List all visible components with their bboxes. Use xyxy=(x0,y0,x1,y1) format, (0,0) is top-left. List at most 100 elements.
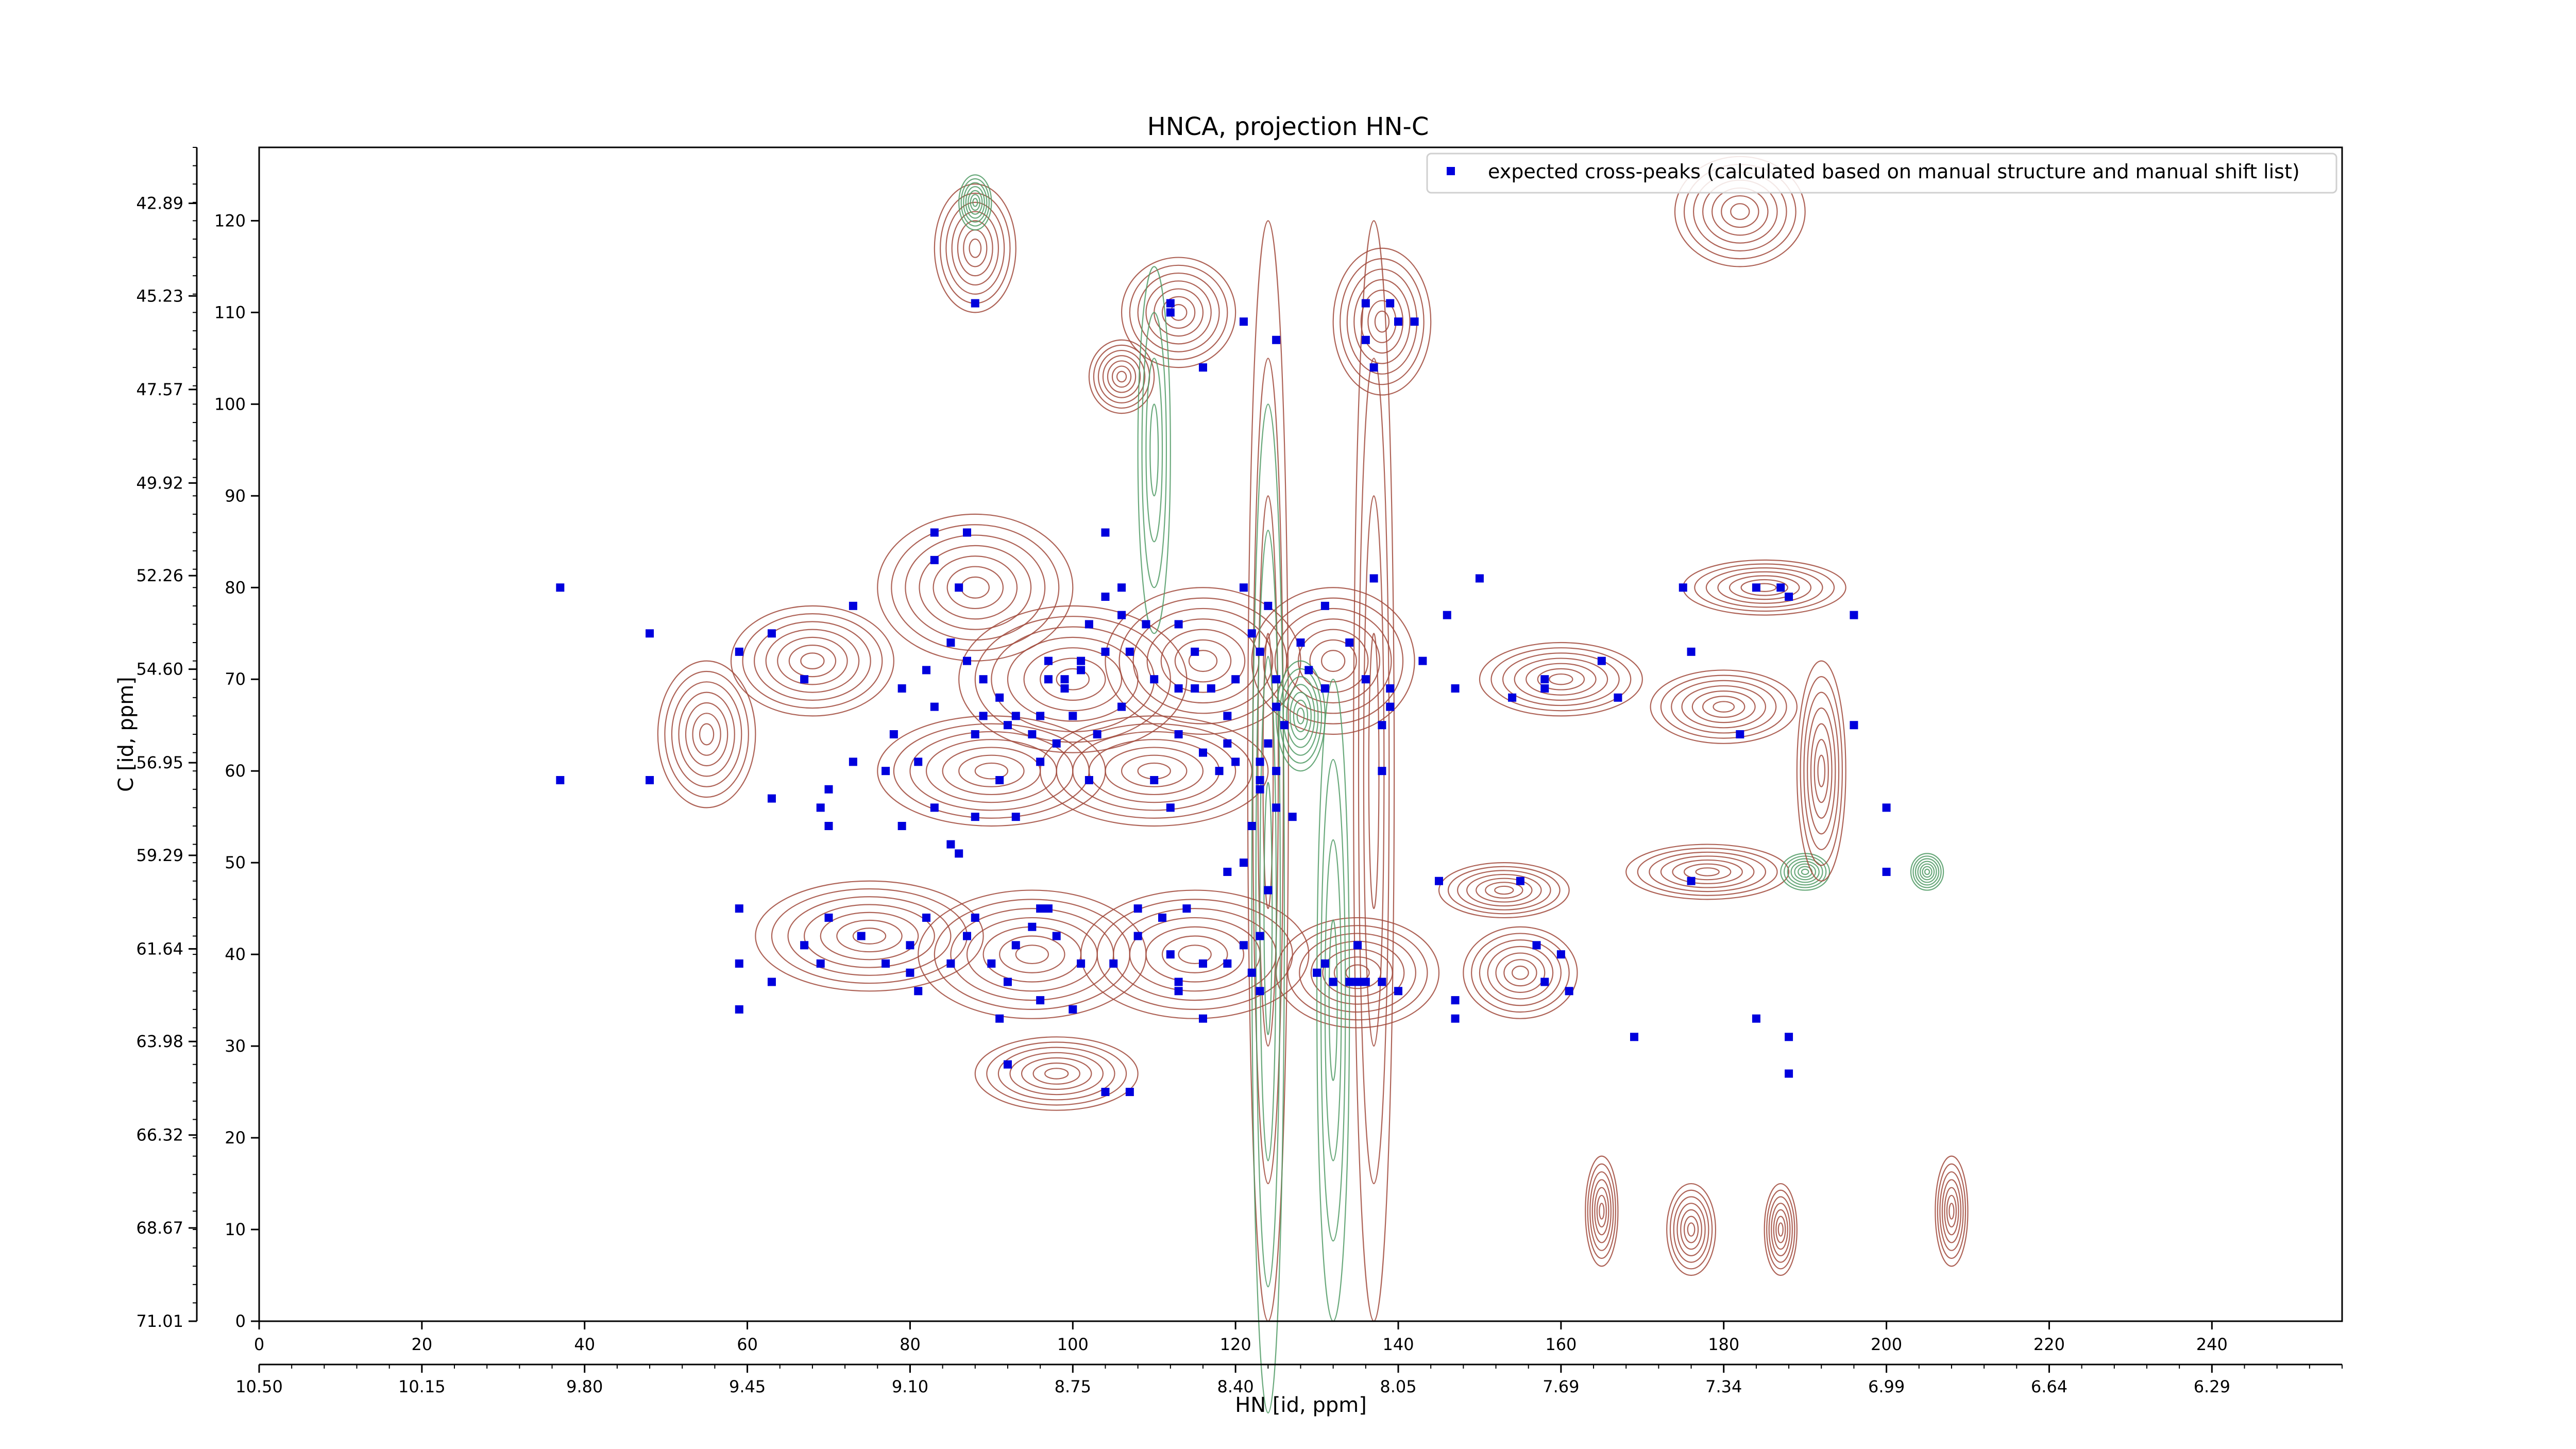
cross-peak-marker xyxy=(1361,335,1370,344)
contour-negative-peak xyxy=(1910,853,1944,891)
cross-peak-marker xyxy=(1264,739,1273,748)
cross-peak-marker xyxy=(1785,1033,1793,1041)
cross-peak-marker xyxy=(1434,877,1443,885)
cross-peak-marker xyxy=(1345,978,1354,986)
contour-positive-peak xyxy=(1585,1155,1619,1267)
cross-peak-marker xyxy=(1280,721,1289,730)
contour-positive-peak xyxy=(1088,339,1155,414)
y-tick-label: 10 xyxy=(225,1220,246,1239)
cross-peak-marker xyxy=(767,629,776,638)
contour-positive-region xyxy=(974,1036,1139,1111)
x-tick-label: 20 xyxy=(412,1335,433,1354)
contour-negative-streak xyxy=(1251,403,1285,1414)
cross-peak-marker xyxy=(914,987,923,996)
cross-peak-marker xyxy=(897,821,906,830)
cross-peak-marker xyxy=(1556,950,1565,959)
cross-peak-marker xyxy=(1540,684,1549,693)
cross-peak-marker xyxy=(1101,593,1110,601)
cross-peak-marker xyxy=(1133,932,1142,940)
cross-peak-marker xyxy=(1036,904,1045,913)
ppm-y-tick-label: 45.23 xyxy=(136,286,183,306)
cross-peak-marker xyxy=(1109,959,1118,968)
cross-peak-marker xyxy=(1288,813,1297,821)
cross-peak-marker xyxy=(1378,978,1386,986)
cross-peak-marker xyxy=(1231,675,1240,684)
cross-peak-marker xyxy=(1850,611,1858,619)
cross-peak-marker xyxy=(735,1005,743,1014)
ppm-x-tick-label: 8.05 xyxy=(1380,1377,1416,1396)
legend-entry: expected cross-peaks (calculated based o… xyxy=(1488,160,2300,183)
cross-peak-marker xyxy=(930,555,939,564)
cross-peak-marker xyxy=(1077,656,1086,665)
x-tick-label: 200 xyxy=(1871,1335,1902,1354)
ppm-y-tick-label: 66.32 xyxy=(136,1125,183,1145)
x-tick-label: 60 xyxy=(737,1335,758,1354)
contour-positive-region xyxy=(657,660,756,808)
cross-peak-marker xyxy=(1052,739,1061,748)
cross-peak-marker xyxy=(1198,363,1207,372)
ppm-y-tick-label: 56.95 xyxy=(136,753,183,772)
cross-peak-marker xyxy=(1117,583,1126,592)
x-tick-label: 220 xyxy=(2033,1335,2065,1354)
legend: expected cross-peaks (calculated based o… xyxy=(1426,153,2337,194)
cross-peak-marker xyxy=(824,913,833,922)
cross-peak-marker xyxy=(962,656,971,665)
cross-peak-marker xyxy=(1247,821,1256,830)
cross-peak-marker xyxy=(971,913,979,922)
cross-peak-marker xyxy=(816,803,825,812)
ppm-x-tick-label: 10.15 xyxy=(398,1377,446,1396)
cross-peak-marker xyxy=(1882,803,1891,812)
contour-positive-region xyxy=(1479,642,1643,717)
cross-peak-marker xyxy=(930,803,939,812)
contour-positive-region xyxy=(1438,862,1570,919)
ppm-x-tick-label: 6.29 xyxy=(2194,1377,2230,1396)
cross-peak-marker xyxy=(1313,968,1321,977)
contour-positive-peak xyxy=(1935,1155,1969,1267)
cross-peak-marker xyxy=(1353,978,1362,986)
cross-peak-marker xyxy=(955,849,963,858)
cross-peak-marker xyxy=(971,299,979,308)
cross-peak-marker xyxy=(1850,721,1858,730)
cross-peak-marker xyxy=(1386,684,1395,693)
contour-negative-streak xyxy=(1137,266,1171,634)
cross-peak-marker xyxy=(922,913,931,922)
cross-peak-marker xyxy=(955,583,963,592)
contour-positive-region xyxy=(918,889,1147,1019)
ppm-y-tick-label: 52.26 xyxy=(136,566,183,585)
cross-peak-marker xyxy=(1386,702,1395,711)
x-tick-label: 100 xyxy=(1057,1335,1089,1354)
x-tick-label: 180 xyxy=(1708,1335,1739,1354)
cross-peak-marker xyxy=(1191,647,1199,656)
cross-peak-marker xyxy=(971,730,979,738)
cross-peak-marker xyxy=(1198,748,1207,757)
cross-peak-marker xyxy=(906,941,914,950)
y-tick-label: 70 xyxy=(225,669,246,689)
peak-layer xyxy=(556,299,1891,1097)
cross-peak-marker xyxy=(1003,978,1012,986)
cross-peak-marker xyxy=(971,813,979,821)
ppm-x-tick-label: 9.80 xyxy=(566,1377,603,1396)
cross-peak-marker xyxy=(1052,932,1061,940)
cross-peak-marker xyxy=(1516,877,1524,885)
contour-positive-region xyxy=(1682,559,1846,616)
ppm-x-tick-label: 7.69 xyxy=(1543,1377,1579,1396)
x-tick-label: 80 xyxy=(900,1335,921,1354)
cross-peak-marker xyxy=(1191,684,1199,693)
ppm-y-tick-label: 63.98 xyxy=(136,1032,183,1051)
contour-positive-region xyxy=(755,880,984,992)
x-tick-label: 40 xyxy=(574,1335,595,1354)
cross-peak-marker xyxy=(1451,996,1460,1005)
cross-peak-marker xyxy=(1256,932,1264,940)
contour-positive-region xyxy=(877,715,1106,827)
cross-peak-marker xyxy=(1174,620,1183,629)
cross-peak-marker xyxy=(1101,647,1110,656)
cross-peak-marker xyxy=(1150,776,1159,784)
cross-peak-marker xyxy=(1736,730,1744,738)
cross-peak-marker xyxy=(1320,959,1329,968)
cross-peak-marker xyxy=(1117,702,1126,711)
contour-positive-region xyxy=(877,513,1074,662)
cross-peak-marker xyxy=(1272,702,1281,711)
cross-peak-marker xyxy=(987,959,996,968)
cross-peak-marker xyxy=(1060,684,1069,693)
y-axis-title: C [id, ppm] xyxy=(114,677,138,792)
